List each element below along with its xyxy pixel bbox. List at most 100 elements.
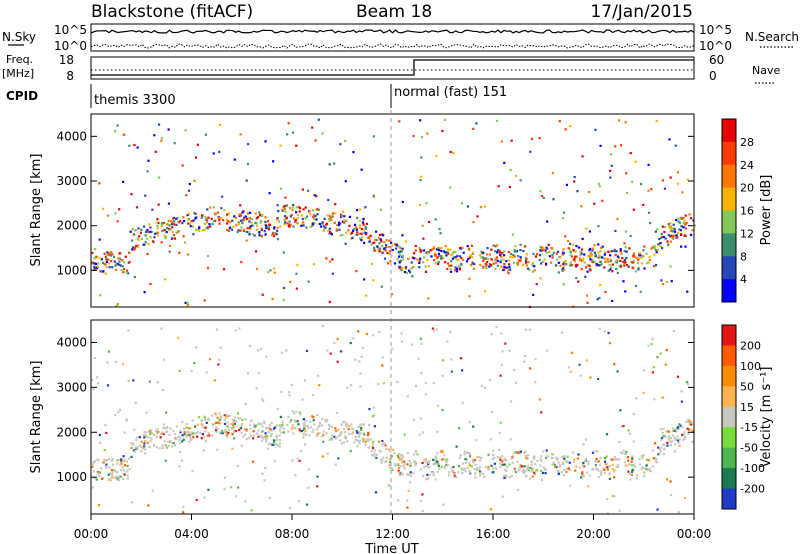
- scatter-cell: [222, 268, 226, 271]
- scatter-cell: [422, 249, 426, 252]
- scatter-cell: [237, 229, 240, 232]
- scatter-cell: [567, 468, 571, 472]
- scatter-cell: [455, 270, 459, 273]
- scatter-cell: [317, 374, 320, 377]
- scatter-cell: [355, 430, 358, 433]
- scatter-cell: [563, 454, 566, 458]
- scatter-cell: [313, 221, 316, 225]
- scatter-cell: [540, 194, 544, 198]
- scatter-cell: [224, 428, 227, 432]
- scatter-cell: [259, 221, 262, 224]
- scatter-cell: [351, 236, 354, 240]
- scatter-cell: [287, 390, 291, 394]
- scatter-cell: [588, 474, 591, 477]
- scatter-cell: [647, 344, 650, 347]
- scatter-cell: [676, 182, 680, 185]
- scatter-cell: [107, 478, 110, 481]
- scatter-cell: [179, 429, 182, 432]
- scatter-cell: [461, 246, 464, 250]
- scatter-cell: [147, 230, 150, 234]
- scatter-cell: [255, 387, 258, 390]
- scatter-cell: [107, 473, 110, 476]
- scatter-cell: [425, 478, 428, 481]
- scatter-cell: [130, 239, 134, 242]
- scatter-cell: [603, 457, 607, 460]
- scatter-cell: [495, 119, 499, 122]
- scatter-cell: [619, 409, 622, 412]
- scatter-cell: [661, 443, 665, 446]
- scatter-cell: [576, 190, 579, 193]
- scatter-cell: [616, 464, 620, 467]
- colorbar-swatch: [722, 386, 736, 408]
- scatter-cell: [361, 221, 365, 224]
- scatter-cell: [526, 468, 529, 471]
- freq-tick-bottom: 8: [66, 69, 74, 83]
- scatter-cell: [464, 470, 467, 473]
- scatter-cell: [237, 486, 240, 489]
- scatter-cell: [678, 438, 681, 441]
- scatter-cell: [478, 254, 482, 257]
- scatter-cell: [578, 363, 581, 366]
- scatter-cell: [577, 246, 581, 249]
- scatter-cell: [452, 151, 455, 155]
- scatter-cell: [388, 484, 391, 487]
- scatter-cell: [622, 280, 625, 283]
- scatter-cell: [267, 228, 270, 231]
- scatter-cell: [539, 249, 542, 252]
- scatter-cell: [573, 257, 576, 260]
- scatter-cell: [511, 456, 514, 459]
- scatter-cell: [246, 162, 250, 166]
- scatter-cell: [418, 266, 421, 269]
- scatter-cell: [149, 226, 152, 229]
- scatter-cell: [360, 238, 363, 242]
- scatter-cell: [349, 232, 353, 236]
- scatter-cell: [635, 256, 638, 259]
- scatter-cell: [385, 239, 388, 242]
- scatter-cell: [295, 287, 298, 290]
- scatter-cell: [233, 416, 236, 419]
- scatter-cell: [545, 262, 548, 265]
- scatter-cell: [336, 337, 339, 341]
- scatter-cell: [252, 430, 255, 433]
- scatter-cell: [673, 230, 677, 233]
- scatter-cell: [110, 469, 114, 472]
- scatter-cell: [428, 459, 431, 463]
- scatter-cell: [257, 422, 260, 425]
- scatter-cell: [287, 224, 290, 228]
- scatter-cell: [597, 377, 600, 381]
- scatter-cell: [381, 442, 384, 446]
- scatter-cell: [359, 423, 362, 426]
- scatter-cell: [431, 327, 435, 330]
- scatter-cell: [579, 258, 582, 261]
- scatter-cell: [155, 431, 159, 434]
- scatter-cell: [210, 414, 214, 417]
- scatter-cell: [366, 434, 370, 437]
- scatter-cell: [320, 435, 324, 438]
- scatter-cell: [226, 222, 229, 225]
- scatter-cell: [358, 360, 361, 363]
- scatter-cell: [290, 419, 293, 422]
- scatter-cell: [306, 424, 309, 427]
- scatter-cell: [605, 433, 609, 436]
- scatter-cell: [115, 305, 118, 308]
- scatter-cell: [182, 505, 185, 508]
- scatter-cell: [425, 251, 428, 254]
- scatter-cell: [122, 180, 125, 183]
- scatter-cell: [407, 257, 410, 261]
- scatter-cell: [630, 261, 633, 264]
- scatter-cell: [501, 460, 504, 463]
- scatter-cell: [145, 435, 149, 438]
- scatter-cell: [610, 164, 613, 167]
- scatter-cell: [632, 252, 636, 255]
- scatter-cell: [170, 237, 173, 241]
- scatter-cell: [327, 198, 330, 202]
- scatter-cell: [578, 466, 581, 469]
- scatter-cell: [439, 232, 442, 235]
- scatter-cell: [597, 251, 600, 254]
- scatter-cell: [517, 259, 521, 262]
- scatter-cell: [594, 465, 597, 468]
- scatter-cell: [665, 478, 669, 481]
- scatter-cell: [99, 257, 102, 260]
- scatter-cell: [379, 208, 382, 211]
- scatter-cell: [98, 238, 101, 241]
